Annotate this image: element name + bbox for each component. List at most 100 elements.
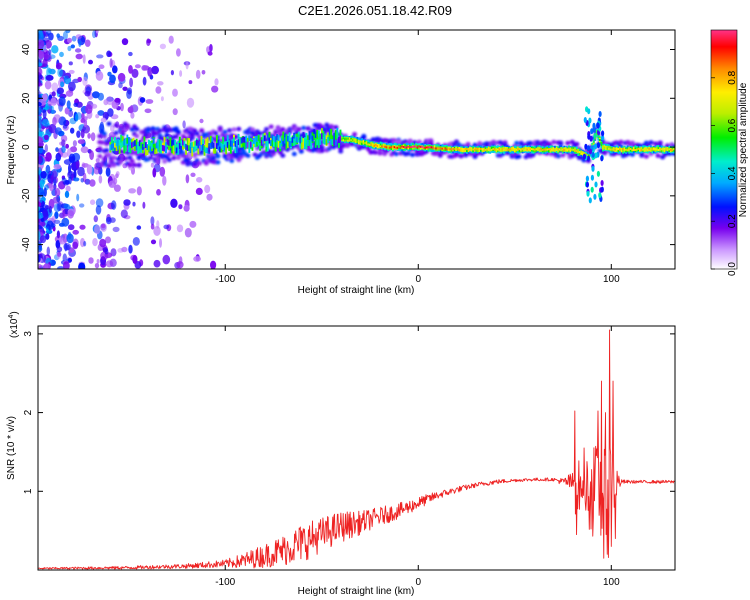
heatmap-ridge-cell (169, 138, 172, 145)
heatmap-ridge-cell (628, 148, 631, 151)
heatmap-noise-blob (71, 35, 77, 42)
heatmap-ridge-cell (371, 143, 374, 146)
heatmap-ridge-cell (424, 146, 427, 149)
heatmap-feature-cell (586, 145, 591, 152)
colorbar-tick-label: 0.4 (727, 166, 738, 180)
heatmap-halo-cell (514, 140, 520, 146)
heatmap-ridge-cell (351, 139, 354, 141)
snr-panel: -100 0 100 1 2 3 Height of straight line (km… (6, 311, 676, 597)
spectrogram-y-label: Frequency (Hz) (6, 116, 17, 185)
heatmap-noise-blob (38, 155, 42, 164)
heatmap-ridge-cell (138, 140, 141, 147)
spectrogram-x-label: Height of straight line (km) (298, 285, 415, 296)
snr-scale-label: (x104) (8, 311, 20, 338)
heatmap-ridge-cell (574, 149, 577, 152)
heatmap-noise-blob (75, 159, 80, 169)
colorbar-tick-label: 0.6 (727, 118, 738, 132)
heatmap-feature-cell (596, 142, 601, 149)
heatmap-ridge-cell (163, 136, 166, 148)
heatmap-noise-blob (73, 102, 78, 108)
heatmap-ridge-cell (205, 138, 208, 150)
heatmap-ridge-cell (172, 139, 175, 146)
heatmap-ridge-cell (503, 146, 506, 152)
heatmap-ridge-cell (314, 137, 317, 148)
heatmap-ridge-cell (117, 140, 119, 147)
heatmap-noise-blob (46, 67, 51, 77)
x-tick-label: -100 (215, 274, 235, 285)
heatmap-ridge-cell (398, 145, 401, 148)
heatmap-ridge-cell (487, 147, 490, 150)
heatmap-halo-cell (602, 150, 608, 156)
heatmap-ridge-cell (555, 148, 558, 151)
heatmap-halo-cell (134, 126, 140, 132)
heatmap-noise-blob (95, 30, 99, 34)
heatmap-ridge-cell (418, 145, 421, 148)
heatmap-noise-blob (100, 117, 107, 123)
heatmap-noise-blob (51, 105, 55, 115)
heatmap-ridge-cell (158, 146, 161, 153)
heatmap-noise-blob (101, 223, 106, 229)
heatmap-noise-blob (196, 177, 203, 183)
heatmap-ridge-cell (637, 147, 640, 150)
heatmap-noise-blob (43, 134, 49, 141)
heatmap-ridge-cell (543, 148, 546, 151)
heatmap-ridge-cell (172, 143, 175, 155)
heatmap-noise-blob (112, 226, 120, 233)
heatmap-noise-blob (150, 223, 155, 230)
heatmap-noise-blob (151, 65, 160, 75)
heatmap-ridge-cell (157, 139, 160, 146)
heatmap-ridge-cell (174, 139, 177, 151)
heatmap-ridge-cell (500, 148, 502, 151)
heatmap-noise-blob (76, 130, 81, 138)
heatmap-ridge-cell (441, 147, 444, 150)
heatmap-noise-blob (113, 177, 118, 185)
heatmap-noise-blob (110, 248, 117, 257)
heatmap-halo-cell (129, 158, 135, 164)
heatmap-ridge-cell (240, 137, 243, 144)
heatmap-ridge-cell (111, 137, 113, 148)
y-tick-label: 1 (23, 488, 34, 494)
heatmap-noise-blob (51, 91, 56, 97)
heatmap-ridge-cell (572, 148, 575, 151)
heatmap-ridge-cell (310, 133, 313, 140)
heatmap-halo-cell (458, 154, 464, 159)
heatmap-ridge-cell (137, 143, 140, 154)
heatmap-ridge-cell (185, 143, 187, 150)
heatmap-noise-blob (136, 186, 142, 196)
heatmap-ridge-cell (509, 148, 512, 150)
heatmap-ridge-cell (353, 138, 356, 141)
heatmap-noise-blob (132, 201, 136, 207)
heatmap-noise-blob (50, 97, 57, 106)
heatmap-ridge-cell (439, 147, 442, 150)
heatmap-ridge-cell (283, 137, 286, 144)
heatmap-noise-blob (95, 205, 102, 215)
heatmap-halo-cell (319, 145, 325, 150)
heatmap-noise-blob (182, 120, 186, 129)
heatmap-ridge-cell (438, 147, 441, 150)
heatmap-ridge-cell (367, 143, 370, 146)
heatmap-noise-blob (134, 64, 141, 69)
heatmap-noise-blob (38, 33, 41, 40)
heatmap-halo-cell (189, 132, 195, 137)
heatmap-noise-blob (146, 38, 151, 46)
heatmap-ridge-cell (149, 140, 152, 152)
heatmap-halo-cell (296, 127, 302, 132)
heatmap-noise-blob (83, 240, 87, 247)
heatmap-noise-blob (96, 259, 100, 264)
heatmap-ridge-cell (569, 148, 572, 151)
heatmap-ridge-cell (277, 135, 280, 141)
heatmap-ridge-cell (463, 148, 465, 151)
heatmap-noise-blob (188, 80, 193, 85)
heatmap-noise-blob (54, 211, 59, 219)
heatmap-ridge-cell (166, 138, 169, 145)
heatmap-noise-blob (156, 189, 161, 196)
heatmap-noise-blob (68, 81, 76, 92)
snr-scale-exponent: 4 (8, 315, 15, 319)
heatmap-noise-blob (95, 198, 104, 208)
heatmap-noise-blob (109, 217, 116, 223)
heatmap-noise-blob (95, 70, 104, 81)
heatmap-noise-blob (56, 33, 60, 38)
snr-scale-base: (x10 (9, 318, 20, 338)
heatmap-ridge-cell (214, 141, 217, 148)
heatmap-ridge-cell (523, 149, 526, 152)
